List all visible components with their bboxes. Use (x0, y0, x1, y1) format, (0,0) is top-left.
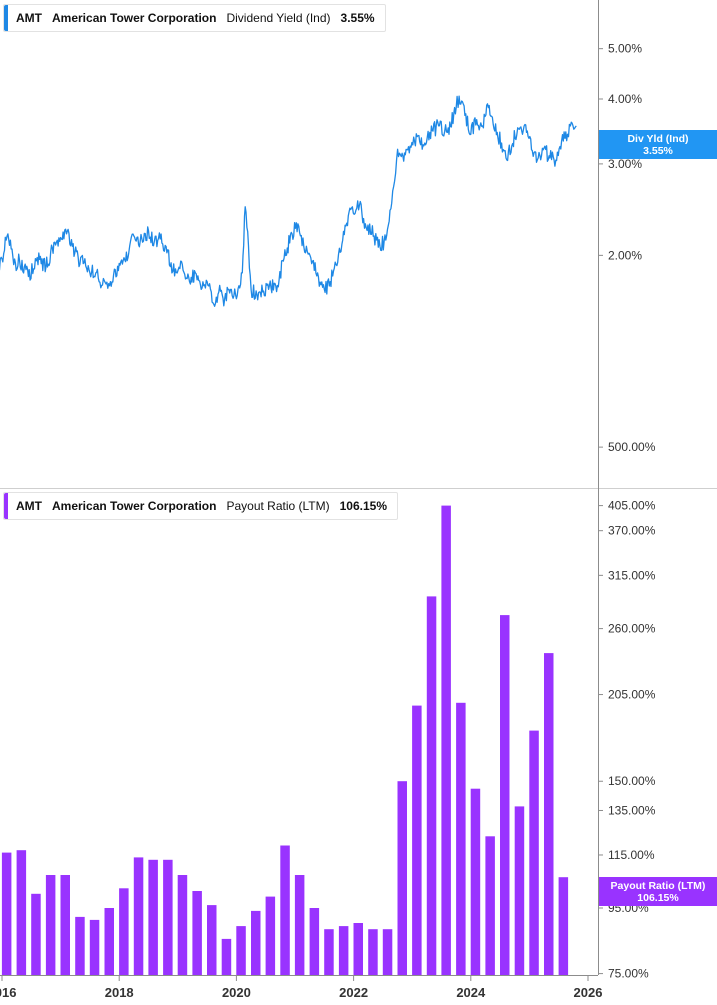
y-tick-label: 370.00% (608, 524, 656, 538)
payout-ratio-panel (1, 505, 569, 975)
legend-metric: Payout Ratio (LTM) (226, 499, 330, 513)
series-color-swatch (4, 493, 8, 519)
y-tick-label: 150.00% (608, 774, 656, 788)
dividend-yield-panel (0, 95, 577, 307)
dividend-yield-line (0, 95, 577, 307)
payout-ratio-bar (104, 908, 114, 975)
payout-ratio-bar (148, 859, 158, 975)
payout-ratio-bar (456, 702, 466, 975)
y-tick-label: 500.00% (608, 440, 656, 454)
payout-ratio-bar (133, 857, 144, 975)
payout-ratio-bar (163, 859, 173, 975)
y-tick-label: 75.00% (608, 967, 649, 981)
payout-ratio-bar (251, 910, 261, 975)
x-tick-label: 2026 (574, 985, 603, 1000)
dividend-yield-last-value-flag: Div Yld (Ind) 3.55% (599, 130, 717, 159)
payout-ratio-bar (324, 929, 334, 975)
flag-value: 106.15% (637, 891, 679, 904)
dividend-yield-legend: AMT American Tower Corporation Dividend … (3, 4, 386, 32)
payout-ratio-bar (1, 852, 12, 975)
y-tick-label: 260.00% (608, 622, 656, 636)
payout-ratio-bar (382, 929, 393, 975)
payout-ratio-bar (426, 596, 437, 975)
legend-ticker: AMT (16, 11, 42, 25)
flag-value: 3.55% (643, 144, 673, 157)
payout-ratio-bar (119, 888, 129, 975)
legend-metric: Dividend Yield (Ind) (226, 11, 331, 25)
flag-label: Payout Ratio (LTM) (610, 879, 706, 892)
legend-value: 106.15% (339, 499, 387, 513)
payout-ratio-bar (368, 929, 378, 975)
legend-value: 3.55% (340, 11, 375, 25)
payout-ratio-bar (75, 916, 85, 975)
payout-ratio-bar (353, 923, 363, 975)
y-tick-label: 135.00% (608, 803, 656, 817)
payout-ratio-bar (236, 926, 246, 975)
payout-ratio-bar (60, 875, 70, 975)
x-tick-label: 2024 (456, 985, 486, 1000)
payout-ratio-bar (500, 615, 510, 975)
payout-ratio-bar (309, 908, 320, 975)
payout-ratio-bar (485, 836, 495, 975)
payout-ratio-bar (45, 875, 56, 975)
y-tick-label: 3.00% (608, 157, 642, 171)
payout-ratio-bar (558, 877, 569, 975)
payout-ratio-bar (16, 850, 27, 975)
y-tick-label: 4.00% (608, 92, 642, 106)
payout-ratio-bar (280, 845, 290, 975)
payout-ratio-bar (397, 781, 407, 975)
y-tick-label: 2.00% (608, 248, 642, 262)
series-color-swatch (4, 5, 8, 31)
payout-ratio-bar (207, 905, 217, 975)
payout-ratio-last-value-flag: Payout Ratio (LTM) 106.15% (599, 877, 717, 906)
payout-ratio-bar (221, 938, 232, 975)
legend-ticker: AMT (16, 499, 42, 513)
x-tick-label: 2022 (339, 985, 368, 1000)
payout-ratio-bar (544, 653, 554, 975)
legend-company: American Tower Corporation (52, 11, 217, 25)
payout-ratio-bar (412, 705, 422, 975)
payout-ratio-bar (514, 806, 525, 975)
payout-ratio-bar (177, 875, 188, 975)
x-tick-label: 2018 (105, 985, 134, 1000)
y-tick-label: 5.00% (608, 42, 642, 56)
flag-label: Div Yld (Ind) (627, 132, 689, 145)
payout-ratio-bar (31, 893, 41, 975)
payout-ratio-legend: AMT American Tower Corporation Payout Ra… (3, 492, 398, 520)
y-tick-label: 315.00% (608, 568, 656, 582)
x-tick-label: 2020 (222, 985, 251, 1000)
y-tick-label: 115.00% (608, 848, 655, 862)
payout-ratio-bar (470, 788, 481, 975)
payout-ratio-bar (529, 730, 539, 975)
y-tick-label: 205.00% (608, 688, 656, 702)
payout-ratio-bar (89, 919, 100, 975)
payout-ratio-bar (192, 891, 202, 975)
y-tick-label: 405.00% (608, 499, 656, 513)
x-tick-label: 2016 (0, 985, 16, 1000)
payout-ratio-bar (441, 505, 451, 975)
legend-company: American Tower Corporation (52, 499, 217, 513)
payout-ratio-bar (338, 926, 349, 975)
payout-ratio-bar (265, 896, 276, 975)
payout-ratio-bar (294, 875, 305, 975)
